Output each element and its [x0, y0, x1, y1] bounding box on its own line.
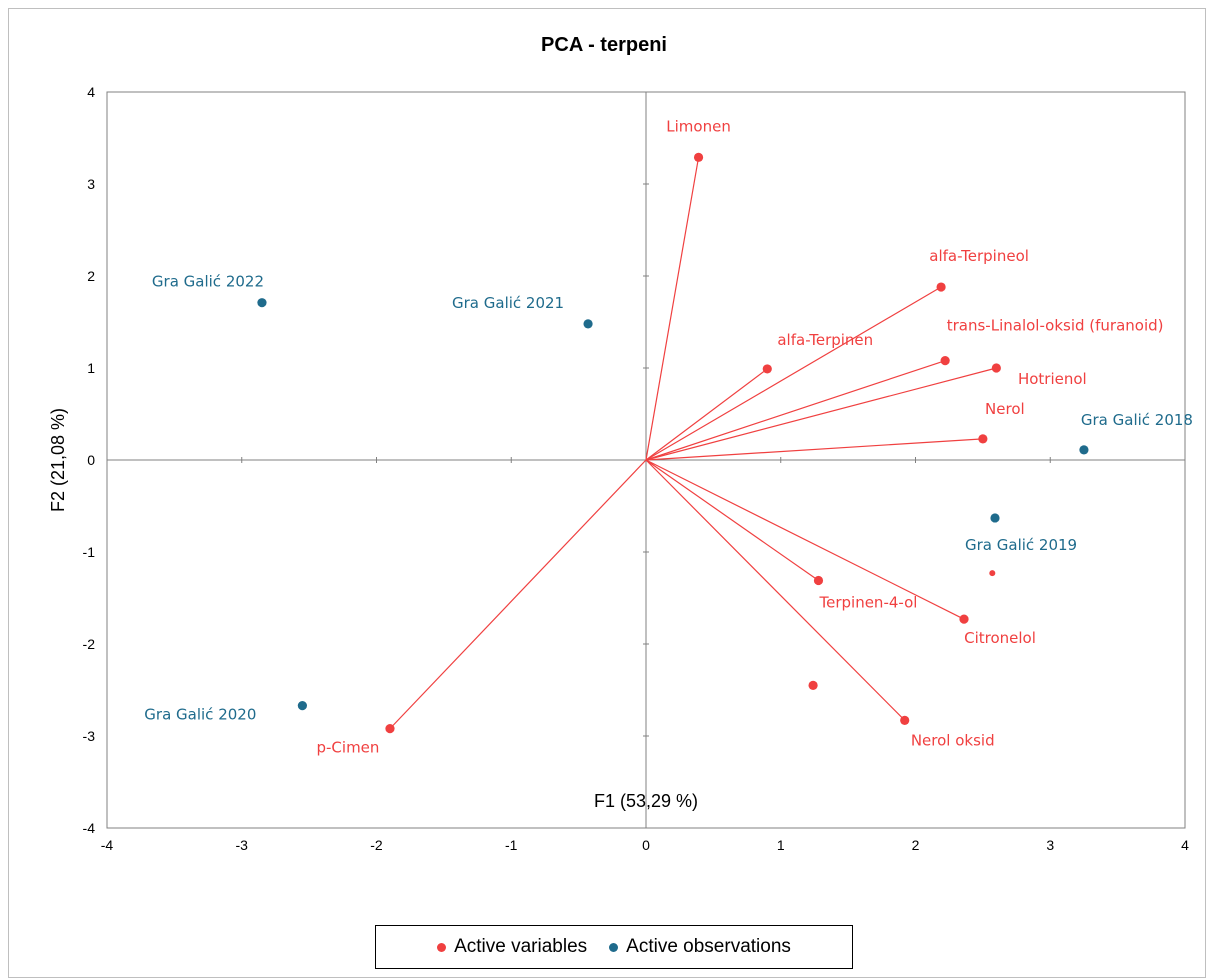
- y-axis-title: F2 (21,08 %): [48, 408, 68, 512]
- legend-label-observations: Active observations: [626, 936, 791, 957]
- legend-marker-variables: [437, 942, 447, 952]
- variable-point: [991, 363, 1001, 373]
- variable-label: alfa-Terpinen: [777, 331, 873, 349]
- x-tick-label: 3: [1046, 837, 1054, 853]
- variable-point: [813, 575, 824, 586]
- y-tick-label: 0: [87, 452, 95, 468]
- observation-label: Gra Galić 2020: [144, 706, 256, 724]
- y-tick-label: 3: [87, 176, 95, 192]
- observation-point: [990, 513, 1000, 523]
- chart-title: PCA - terpeni: [541, 34, 667, 56]
- variable-vector: [389, 459, 647, 730]
- variable-point: [936, 282, 946, 292]
- observation-label: Gra Galić 2019: [965, 536, 1077, 554]
- variable-vector: [645, 368, 768, 461]
- variable-vector: [645, 459, 965, 620]
- x-tick-label: -2: [370, 837, 383, 853]
- variable-point: [693, 152, 704, 162]
- legend-item-variables: Active variables: [437, 936, 587, 958]
- observation-point: [257, 298, 267, 308]
- observation-label: Gra Galić 2022: [152, 273, 264, 291]
- variable-point: [989, 570, 996, 577]
- variable-vector: [645, 459, 819, 582]
- variable-label: trans-Linalol-oksid (furanoid): [947, 317, 1164, 335]
- legend-item-observations: Active observations: [609, 936, 791, 958]
- y-tick-label: 1: [87, 360, 95, 376]
- observation-point: [583, 319, 593, 329]
- y-tick-label: 2: [87, 268, 95, 284]
- y-tick-label: 4: [87, 84, 95, 100]
- x-tick-label: -4: [101, 837, 114, 853]
- variable-point: [978, 434, 988, 444]
- variable-vector: [645, 367, 997, 461]
- variable-vector: [645, 438, 983, 461]
- variable-label: Hotrienol: [1018, 370, 1087, 388]
- variable-point: [959, 614, 969, 624]
- observation-label: Gra Galić 2021: [452, 294, 564, 312]
- variable-point: [385, 724, 395, 734]
- chart-frame: [8, 8, 1206, 978]
- observation-label: Gra Galić 2018: [1081, 411, 1193, 429]
- variable-label: Nerol: [985, 400, 1025, 418]
- variable-label: Terpinen-4-ol: [819, 594, 918, 612]
- observation-point: [297, 701, 307, 711]
- variable-label: Limonen: [666, 117, 731, 135]
- x-tick-label: 2: [912, 837, 920, 853]
- y-tick-label: -2: [83, 636, 96, 652]
- y-tick-label: -3: [83, 728, 96, 744]
- variable-point: [808, 680, 818, 691]
- y-tick-label: -1: [83, 544, 96, 560]
- x-tick-label: -1: [505, 837, 518, 853]
- legend-marker-observations: [609, 942, 619, 952]
- variable-vector: [645, 157, 700, 461]
- variable-label: Nerol oksid: [911, 731, 995, 749]
- variable-point: [900, 715, 910, 725]
- y-tick-label: -4: [83, 820, 96, 836]
- x-tick-label: 0: [642, 837, 650, 853]
- variable-vector: [645, 286, 942, 461]
- legend: Active variables Active observations: [375, 925, 853, 969]
- x-tick-label: 1: [777, 837, 785, 853]
- variable-label: Citronelol: [964, 629, 1036, 647]
- x-axis-title: F1 (53,29 %): [594, 791, 698, 811]
- observation-point: [1079, 445, 1089, 455]
- x-tick-label: 4: [1181, 837, 1189, 853]
- pca-biplot: -4 -3 -2 -1 0 1 2 3 4 -4 -3 -2 -1 0 1 2 3 4 Limonen alfa-T…: [48, 84, 1193, 853]
- variable-label: alfa-Terpineol: [929, 247, 1029, 265]
- x-tick-label: -3: [236, 837, 249, 853]
- variable-point: [940, 356, 950, 366]
- variable-point: [762, 364, 772, 374]
- legend-label-variables: Active variables: [454, 936, 588, 957]
- variable-vector: [645, 360, 946, 461]
- variable-vector: [645, 459, 906, 721]
- variable-label: p-Cimen: [317, 739, 380, 757]
